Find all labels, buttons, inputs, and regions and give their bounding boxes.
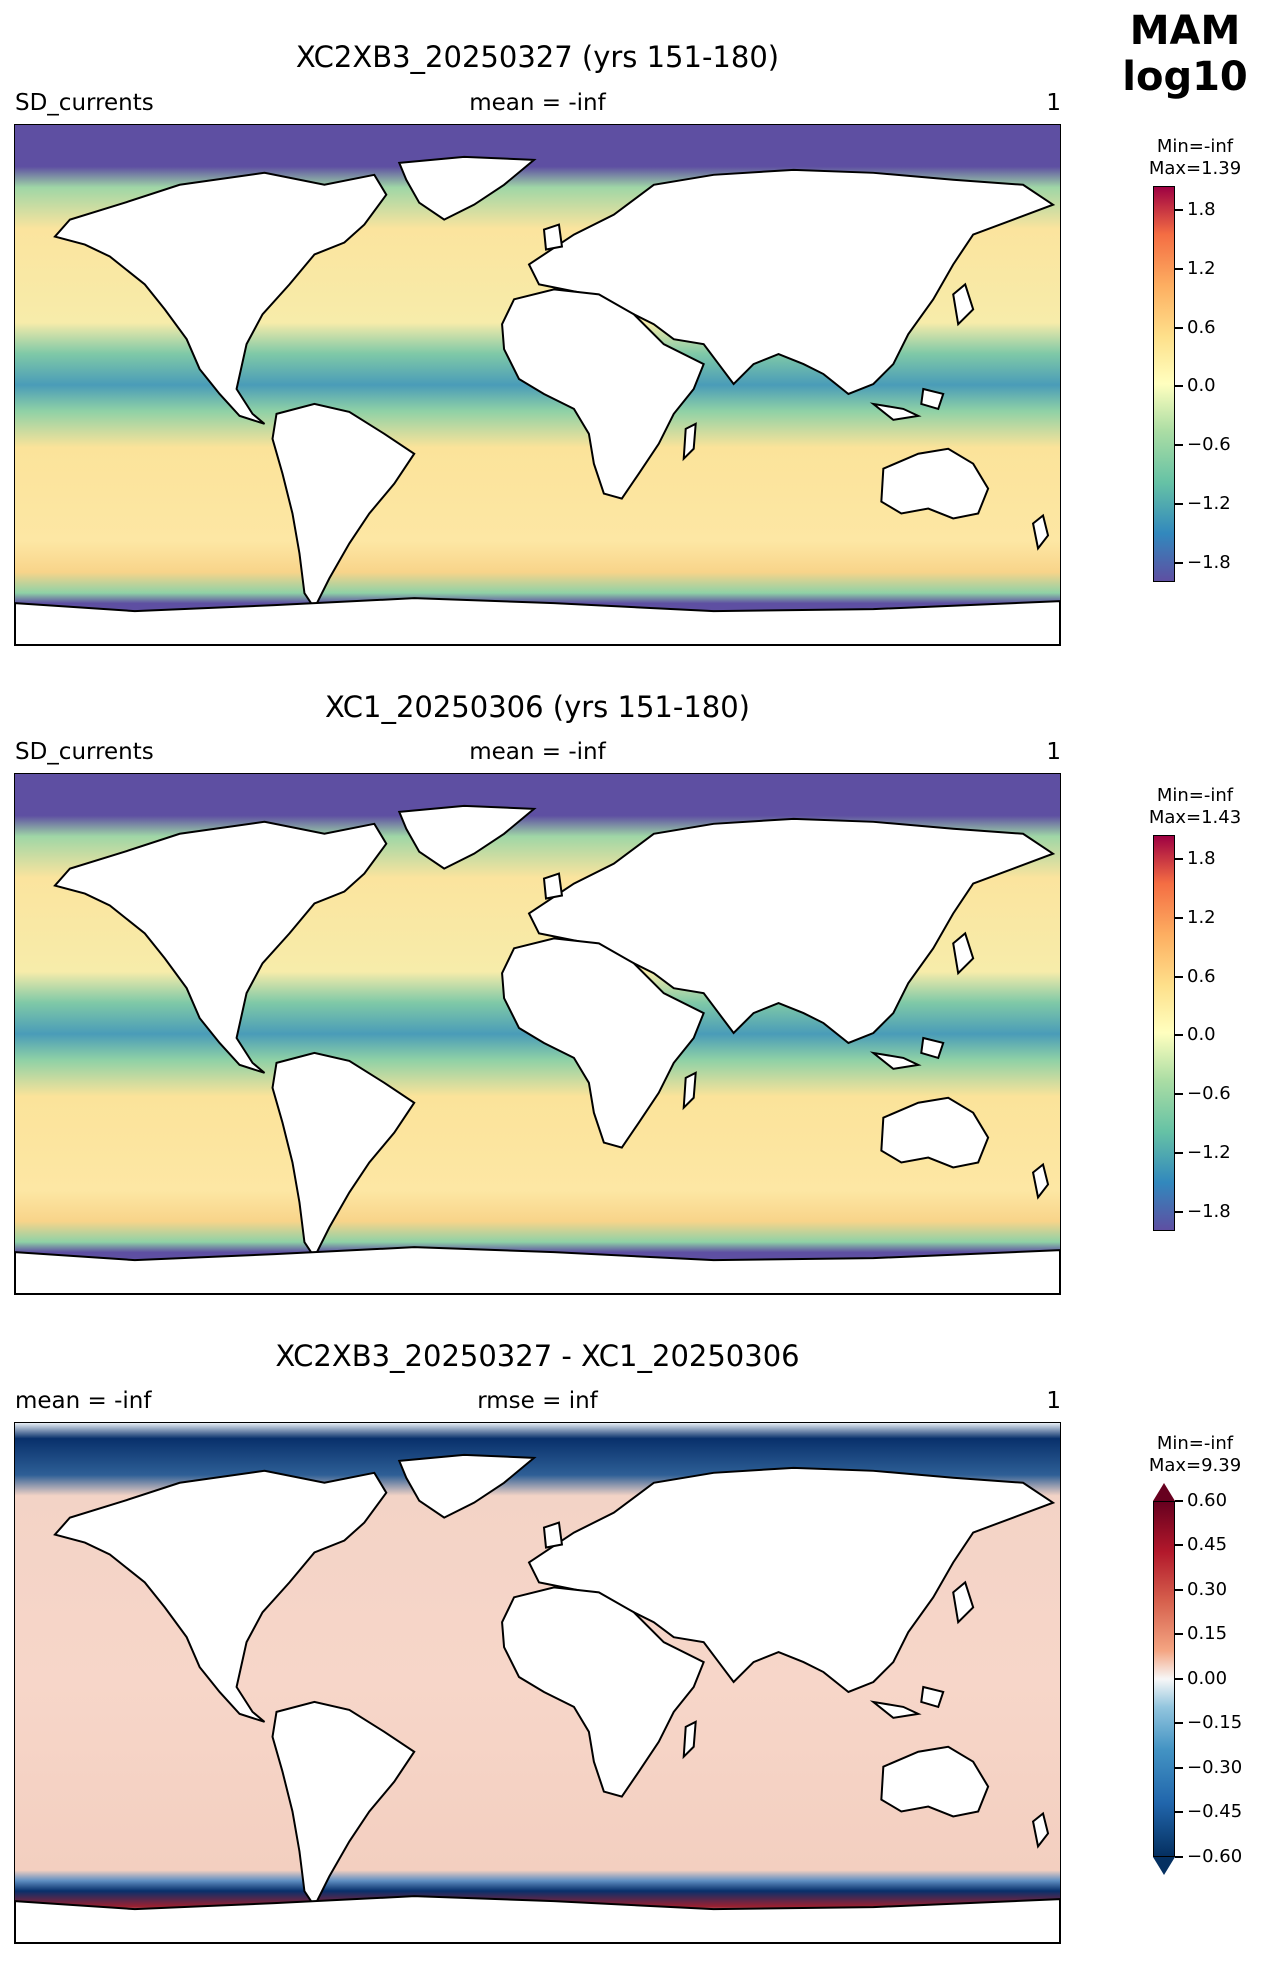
- panel-3-colorbar-extend-min: [1153, 1857, 1175, 1875]
- panel-2-colorbar-scale: [1153, 835, 1175, 1231]
- panel-1-mean: mean = -inf: [469, 90, 606, 116]
- panel-1-map: [14, 124, 1061, 646]
- panel-3-rmse: rmse = inf: [477, 1388, 598, 1414]
- season-header: MAM log10: [1100, 8, 1270, 100]
- panel-3-colorbar-scale: [1153, 1501, 1175, 1857]
- panel-1-max: Max=1.39: [1148, 158, 1242, 179]
- panel-3-mean: mean = -inf: [15, 1388, 152, 1414]
- panel-1-units: 1: [1046, 90, 1061, 116]
- panel-1-colorbar-scale: [1153, 186, 1175, 582]
- panel-3-min: Min=-inf: [1156, 1433, 1234, 1454]
- panel-1-title: XC2XB3_20250327 (yrs 151-180): [295, 40, 780, 74]
- panel-1-variable: SD_currents: [15, 90, 154, 116]
- panel-2-title: XC1_20250306 (yrs 151-180): [325, 690, 750, 724]
- panel-2-map: [14, 773, 1061, 1295]
- panel-3-colorbar-extend-max: [1153, 1483, 1175, 1501]
- panel-2-variable: SD_currents: [15, 739, 154, 765]
- panel-2-min: Min=-inf: [1156, 785, 1234, 806]
- panel-3-max: Max=9.39: [1148, 1455, 1242, 1476]
- panel-2-units: 1: [1046, 739, 1061, 765]
- transform-label: log10: [1122, 54, 1248, 100]
- panel-3-title: XC2XB3_20250327 - XC1_20250306: [275, 1339, 800, 1373]
- panel-3-map: [14, 1422, 1061, 1944]
- panel-1-min: Min=-inf: [1156, 136, 1234, 157]
- panel-3-units: 1: [1046, 1388, 1061, 1414]
- panel-2-mean: mean = -inf: [469, 739, 606, 765]
- panel-2-max: Max=1.43: [1148, 807, 1242, 828]
- season-label: MAM: [1129, 8, 1241, 54]
